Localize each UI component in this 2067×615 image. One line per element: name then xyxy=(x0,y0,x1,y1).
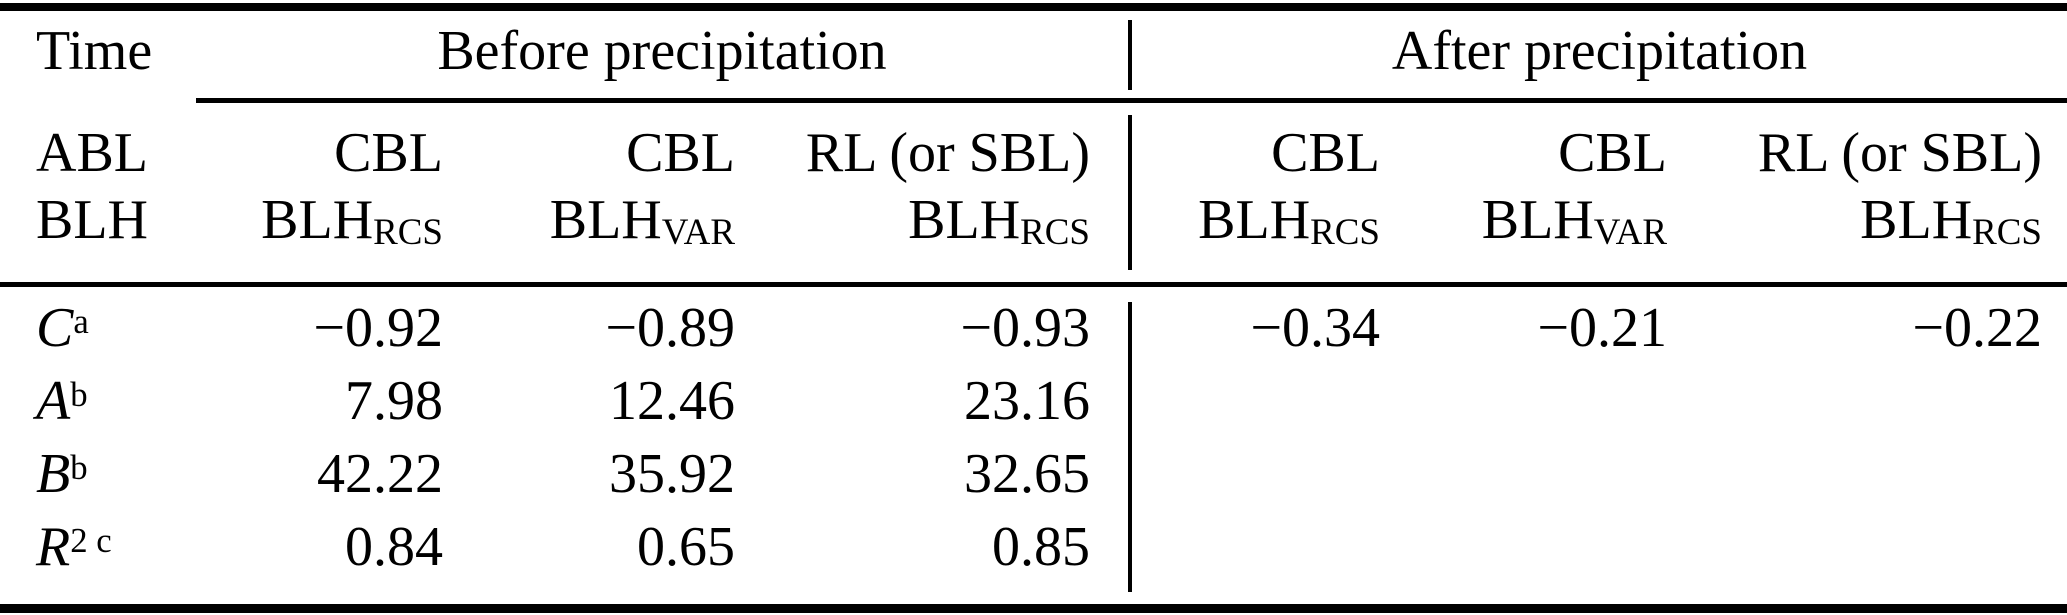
title-row: Time xyxy=(36,21,2042,81)
value-cell: 42.22 xyxy=(317,443,443,505)
value-cell: 12.46 xyxy=(609,370,735,432)
row-label: Ca xyxy=(36,297,89,359)
method-subscript: VAR xyxy=(1593,210,1667,252)
col-header-layer: RL (or SBL) xyxy=(1757,122,2042,184)
column-header-row-layers: ABL CBL CBL RL (or SBL) CBL CBL RL (or S… xyxy=(36,123,2042,183)
header-body-rule xyxy=(0,282,2067,287)
column-divider-body xyxy=(1128,302,1132,592)
method-subscript: RCS xyxy=(1310,210,1380,252)
group-header-after: After precipitation xyxy=(1391,20,1808,82)
value-cell: 0.84 xyxy=(345,516,443,578)
col-header-method: BLHRCS xyxy=(261,189,443,252)
footnote-marker: b xyxy=(70,374,88,414)
col-header-layer: CBL xyxy=(1558,122,1667,184)
col-header-method: BLHVAR xyxy=(549,189,735,252)
value-cell: −0.89 xyxy=(605,297,735,359)
column-divider-header xyxy=(1128,115,1132,270)
blh-header: BLH xyxy=(36,189,148,251)
method-subscript: RCS xyxy=(373,210,443,252)
col-header-method: BLHRCS xyxy=(908,189,1090,252)
footnote-marker: a xyxy=(73,301,89,341)
method-subscript: RCS xyxy=(1020,210,1090,252)
value-cell: 23.16 xyxy=(964,370,1090,432)
row-label: Ab xyxy=(36,370,88,432)
table-row: Bb 42.22 35.92 32.65 xyxy=(36,444,2042,504)
group-header-rule xyxy=(196,98,2067,103)
value-cell: 0.65 xyxy=(637,516,735,578)
row-label: Bb xyxy=(36,443,88,505)
footnote-marker: b xyxy=(70,447,88,487)
col-header-method: BLHVAR xyxy=(1481,189,1667,252)
value-cell: −0.93 xyxy=(960,297,1090,359)
abl-header: ABL xyxy=(36,122,148,184)
value-cell xyxy=(1090,444,1380,504)
footnote-marker: 2 c xyxy=(70,520,112,560)
value-cell xyxy=(1090,517,1380,577)
value-cell: −0.34 xyxy=(1250,297,1380,359)
table-row: Ca −0.92 −0.89 −0.93 −0.34 −0.21 −0.22 xyxy=(36,298,2042,358)
value-cell: −0.21 xyxy=(1537,297,1667,359)
column-header-row-methods: BLH BLHRCS BLHVAR BLHRCS BLHRCS BLHVAR B… xyxy=(36,190,2042,250)
value-cell xyxy=(1090,371,1380,431)
col-header-layer: CBL xyxy=(626,122,735,184)
method-subscript: VAR xyxy=(661,210,735,252)
value-cell: 7.98 xyxy=(345,370,443,432)
group-header-before: Before precipitation xyxy=(437,20,887,82)
value-cell xyxy=(1667,371,2042,431)
value-cell: −0.92 xyxy=(313,297,443,359)
row-label: R2 c xyxy=(36,516,112,578)
value-cell xyxy=(1667,517,2042,577)
value-cell xyxy=(1667,444,2042,504)
value-cell: −0.22 xyxy=(1912,297,2042,359)
value-cell xyxy=(1380,371,1667,431)
column-divider-top xyxy=(1128,20,1132,90)
value-cell: 35.92 xyxy=(609,443,735,505)
value-cell: 32.65 xyxy=(964,443,1090,505)
value-cell xyxy=(1380,517,1667,577)
method-subscript: RCS xyxy=(1972,210,2042,252)
col-header-method: BLHRCS xyxy=(1860,189,2042,252)
table-row: R2 c 0.84 0.65 0.85 xyxy=(36,517,2042,577)
bottom-rule xyxy=(0,604,2067,613)
col-header-method: BLHRCS xyxy=(1198,189,1380,252)
value-cell xyxy=(1380,444,1667,504)
col-header-layer: CBL xyxy=(1271,122,1380,184)
table-row: Ab 7.98 12.46 23.16 xyxy=(36,371,2042,431)
time-header: Time xyxy=(36,20,153,82)
top-rule xyxy=(0,3,2067,11)
col-header-layer: RL (or SBL) xyxy=(805,122,1090,184)
col-header-layer: CBL xyxy=(334,122,443,184)
value-cell: 0.85 xyxy=(992,516,1090,578)
